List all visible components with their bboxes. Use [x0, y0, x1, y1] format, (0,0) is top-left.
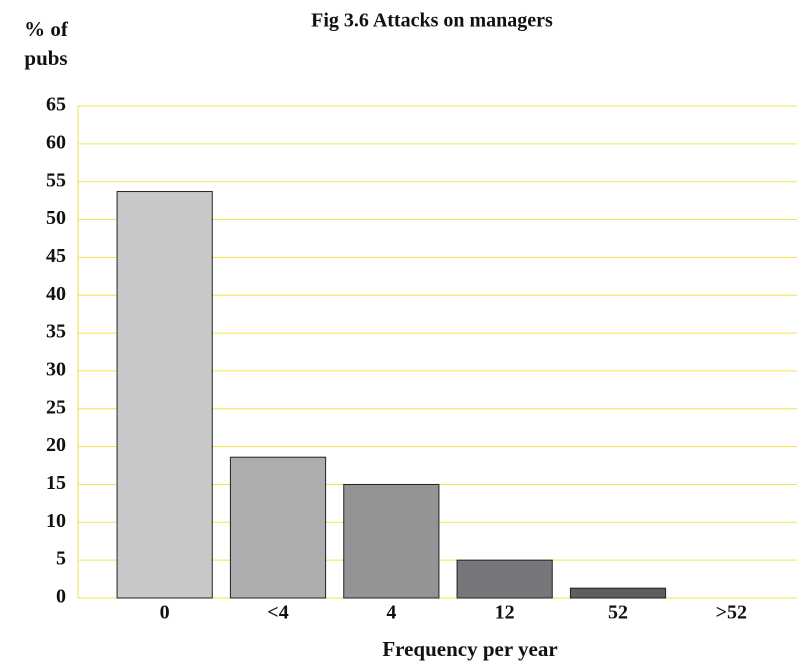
bar — [116, 191, 213, 599]
y-axis-label: % of — [24, 17, 69, 41]
x-tick-label: >52 — [716, 602, 747, 624]
y-tick-label: 20 — [46, 434, 66, 456]
y-tick-label: 65 — [46, 94, 66, 116]
x-tick-label: 12 — [495, 602, 515, 624]
y-tick-label: 45 — [46, 245, 66, 267]
chart-title: Fig 3.6 Attacks on managers — [311, 10, 553, 32]
y-tick-label: 50 — [46, 207, 66, 229]
x-axis-label: Frequency per year — [382, 637, 557, 661]
x-tick-label: 0 — [160, 602, 170, 624]
y-tick-label: 60 — [46, 131, 66, 153]
bar — [456, 559, 553, 599]
y-tick-label: 25 — [46, 396, 66, 418]
y-tick-label: 30 — [46, 359, 66, 381]
y-tick-label: 55 — [46, 169, 66, 191]
bar — [229, 456, 327, 599]
bar — [569, 587, 667, 599]
y-tick-label: 15 — [46, 472, 66, 494]
x-tick-label: <4 — [267, 602, 288, 624]
x-tick-label: 52 — [608, 602, 628, 624]
y-tick-label: 5 — [56, 548, 66, 570]
y-tick-label: 10 — [46, 510, 66, 532]
x-tick-label: 4 — [386, 602, 396, 624]
y-axis-label: pubs — [24, 46, 67, 70]
bar — [343, 483, 440, 599]
y-tick-label: 35 — [46, 321, 66, 343]
y-tick-label: 0 — [56, 586, 66, 608]
y-tick-label: 40 — [46, 283, 66, 305]
